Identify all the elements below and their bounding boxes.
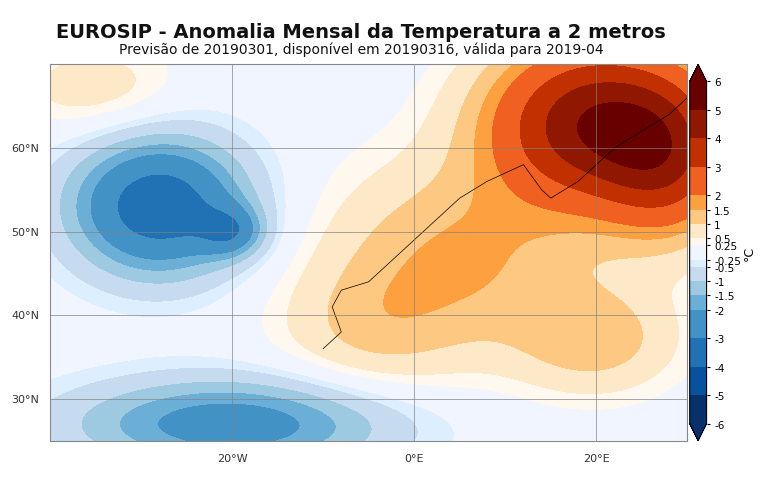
Text: 20°E: 20°E xyxy=(583,453,610,463)
Text: 60°N: 60°N xyxy=(11,144,39,154)
Text: 30°N: 30°N xyxy=(11,394,39,404)
Text: Previsão de 20190301, disponível em 20190316, válida para 2019-04: Previsão de 20190301, disponível em 2019… xyxy=(118,43,604,57)
PathPatch shape xyxy=(690,424,707,441)
Text: EUROSIP - Anomalia Mensal da Temperatura a 2 metros: EUROSIP - Anomalia Mensal da Temperatura… xyxy=(56,23,666,42)
Text: 20°W: 20°W xyxy=(217,453,247,463)
Text: 40°N: 40°N xyxy=(11,311,39,321)
Y-axis label: °C: °C xyxy=(743,245,756,261)
Text: 0°E: 0°E xyxy=(405,453,424,463)
PathPatch shape xyxy=(690,65,707,82)
Text: 50°N: 50°N xyxy=(11,227,39,237)
